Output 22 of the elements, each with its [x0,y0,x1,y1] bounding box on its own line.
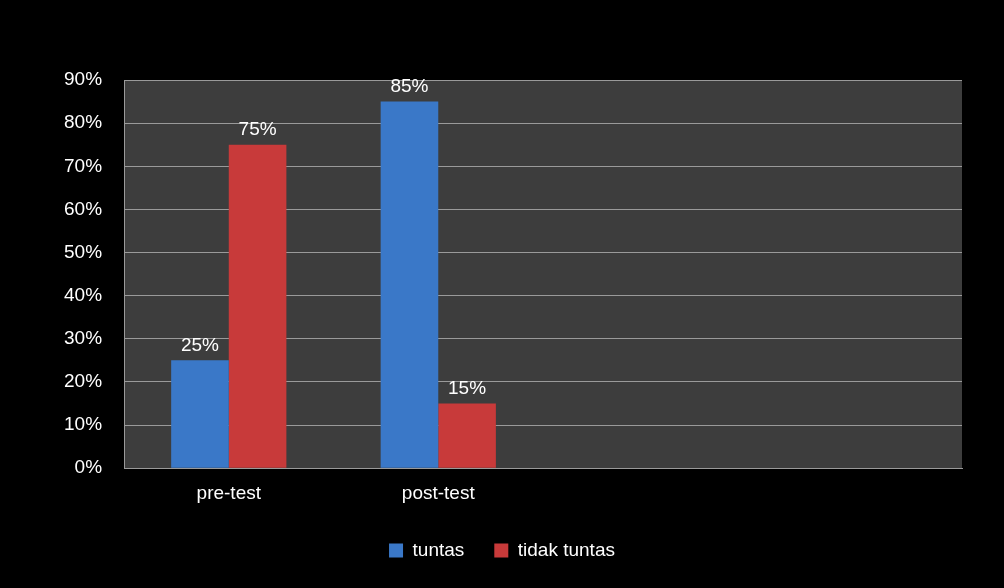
y-tick-label: 90% [64,68,103,90]
y-tick-label: 0% [74,456,103,478]
y-tick-label: 40% [64,283,103,305]
y-tick-label: 70% [64,154,103,176]
data-label: 75% [238,118,277,140]
x-tick-label: post-test [401,481,476,503]
bar [438,403,496,468]
x-tick-label: pre-test [196,481,262,503]
y-tick-label: 10% [64,413,103,435]
y-tick-label: 20% [64,370,103,392]
y-tick-label: 30% [64,327,103,349]
y-tick-label: 80% [64,111,103,133]
y-tick-label: 50% [64,240,103,262]
bar [228,144,287,468]
data-label: 85% [390,75,429,97]
y-tick-label: 60% [64,197,103,219]
data-label: 25% [180,334,220,356]
data-label: 15% [448,377,487,399]
legend-label: tuntas [412,538,465,560]
bar [171,360,229,468]
legend-label: tidak tuntas [517,538,615,560]
bar [380,101,439,468]
